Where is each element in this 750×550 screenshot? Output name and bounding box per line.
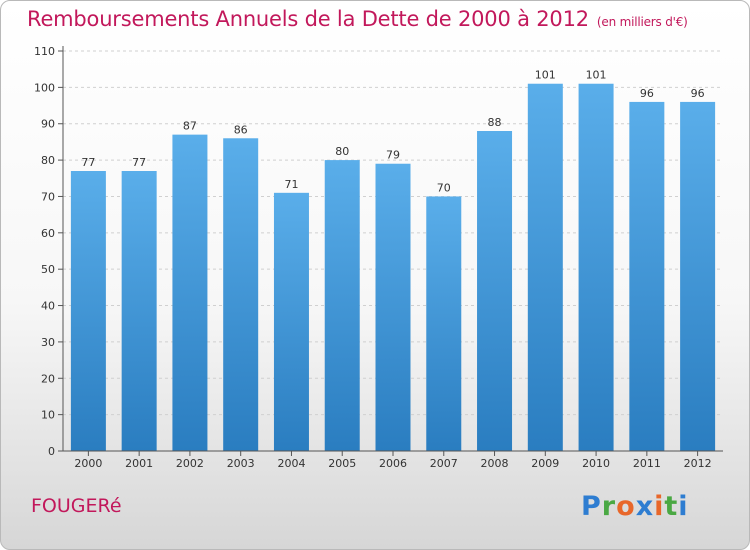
proxiti-logo: Proxiti bbox=[581, 491, 689, 522]
bars: 77 77 87 86 71 80 79 70 88 101 101 96 96 bbox=[70, 69, 716, 452]
bar bbox=[578, 83, 614, 452]
bar bbox=[527, 83, 563, 452]
data-label: 101 bbox=[586, 69, 607, 82]
y-tick-label: 50 bbox=[41, 263, 55, 276]
data-label: 86 bbox=[234, 123, 248, 136]
data-label: 77 bbox=[81, 156, 95, 169]
y-tick-label: 60 bbox=[41, 227, 55, 240]
data-label: 88 bbox=[488, 116, 502, 129]
logo-letter: t bbox=[664, 491, 679, 522]
x-tick-label: 2009 bbox=[531, 457, 559, 470]
data-label: 77 bbox=[132, 156, 146, 169]
y-tick-label: 0 bbox=[48, 445, 55, 458]
bar bbox=[680, 101, 716, 451]
data-label: 79 bbox=[386, 149, 400, 162]
chart-title: Remboursements Annuels de la Dette de 20… bbox=[27, 7, 688, 31]
bar bbox=[375, 163, 411, 451]
x-tick-label: 2001 bbox=[125, 457, 153, 470]
y-tick-label: 70 bbox=[41, 190, 55, 203]
x-tick-label: 2003 bbox=[227, 457, 255, 470]
chart-unit: (en milliers d'€) bbox=[596, 15, 688, 29]
data-label: 96 bbox=[691, 87, 705, 100]
data-label: 96 bbox=[640, 87, 654, 100]
x-tick-label: 2004 bbox=[277, 457, 305, 470]
y-tick-label: 110 bbox=[34, 45, 55, 58]
y-tick-label: 20 bbox=[41, 372, 55, 385]
data-label: 87 bbox=[183, 120, 197, 133]
logo-letter: x bbox=[635, 491, 655, 522]
bar bbox=[70, 171, 106, 451]
bar bbox=[273, 192, 309, 451]
bar bbox=[477, 131, 513, 451]
chart-title-text: Remboursements Annuels de la Dette de 20… bbox=[27, 7, 589, 31]
bar bbox=[172, 134, 208, 452]
commune-name: FOUGERé bbox=[31, 495, 122, 517]
axes: 0 10 20 30 40 50 60 70 80 90 100 110 2000 2001 2002 200… bbox=[34, 45, 723, 470]
bar bbox=[121, 171, 157, 451]
y-tick-label: 100 bbox=[34, 81, 55, 94]
logo-letter: o bbox=[616, 491, 636, 522]
x-tick-label: 2005 bbox=[328, 457, 356, 470]
y-tick-label: 90 bbox=[41, 118, 55, 131]
logo-letter: i bbox=[654, 491, 665, 522]
logo-letter: i bbox=[678, 491, 689, 522]
bar bbox=[629, 101, 665, 451]
data-label: 70 bbox=[437, 181, 451, 194]
x-tick-label: 2012 bbox=[684, 457, 712, 470]
y-tick-label: 10 bbox=[41, 409, 55, 422]
data-label: 101 bbox=[535, 69, 556, 82]
data-label: 80 bbox=[335, 145, 349, 158]
x-tick-label: 2007 bbox=[430, 457, 458, 470]
data-label: 71 bbox=[284, 178, 298, 191]
y-tick-label: 30 bbox=[41, 336, 55, 349]
x-tick-label: 2011 bbox=[633, 457, 661, 470]
bar bbox=[324, 160, 360, 451]
bar bbox=[223, 138, 259, 452]
x-tick-label: 2006 bbox=[379, 457, 407, 470]
x-tick-label: 2008 bbox=[481, 457, 509, 470]
x-tick-label: 2010 bbox=[582, 457, 610, 470]
x-tick-label: 2002 bbox=[176, 457, 204, 470]
logo-letter: r bbox=[601, 491, 617, 522]
x-tick-label: 2000 bbox=[74, 457, 102, 470]
y-tick-label: 80 bbox=[41, 154, 55, 167]
bar bbox=[426, 196, 462, 451]
y-tick-label: 40 bbox=[41, 300, 55, 313]
logo-letter: P bbox=[581, 491, 602, 522]
